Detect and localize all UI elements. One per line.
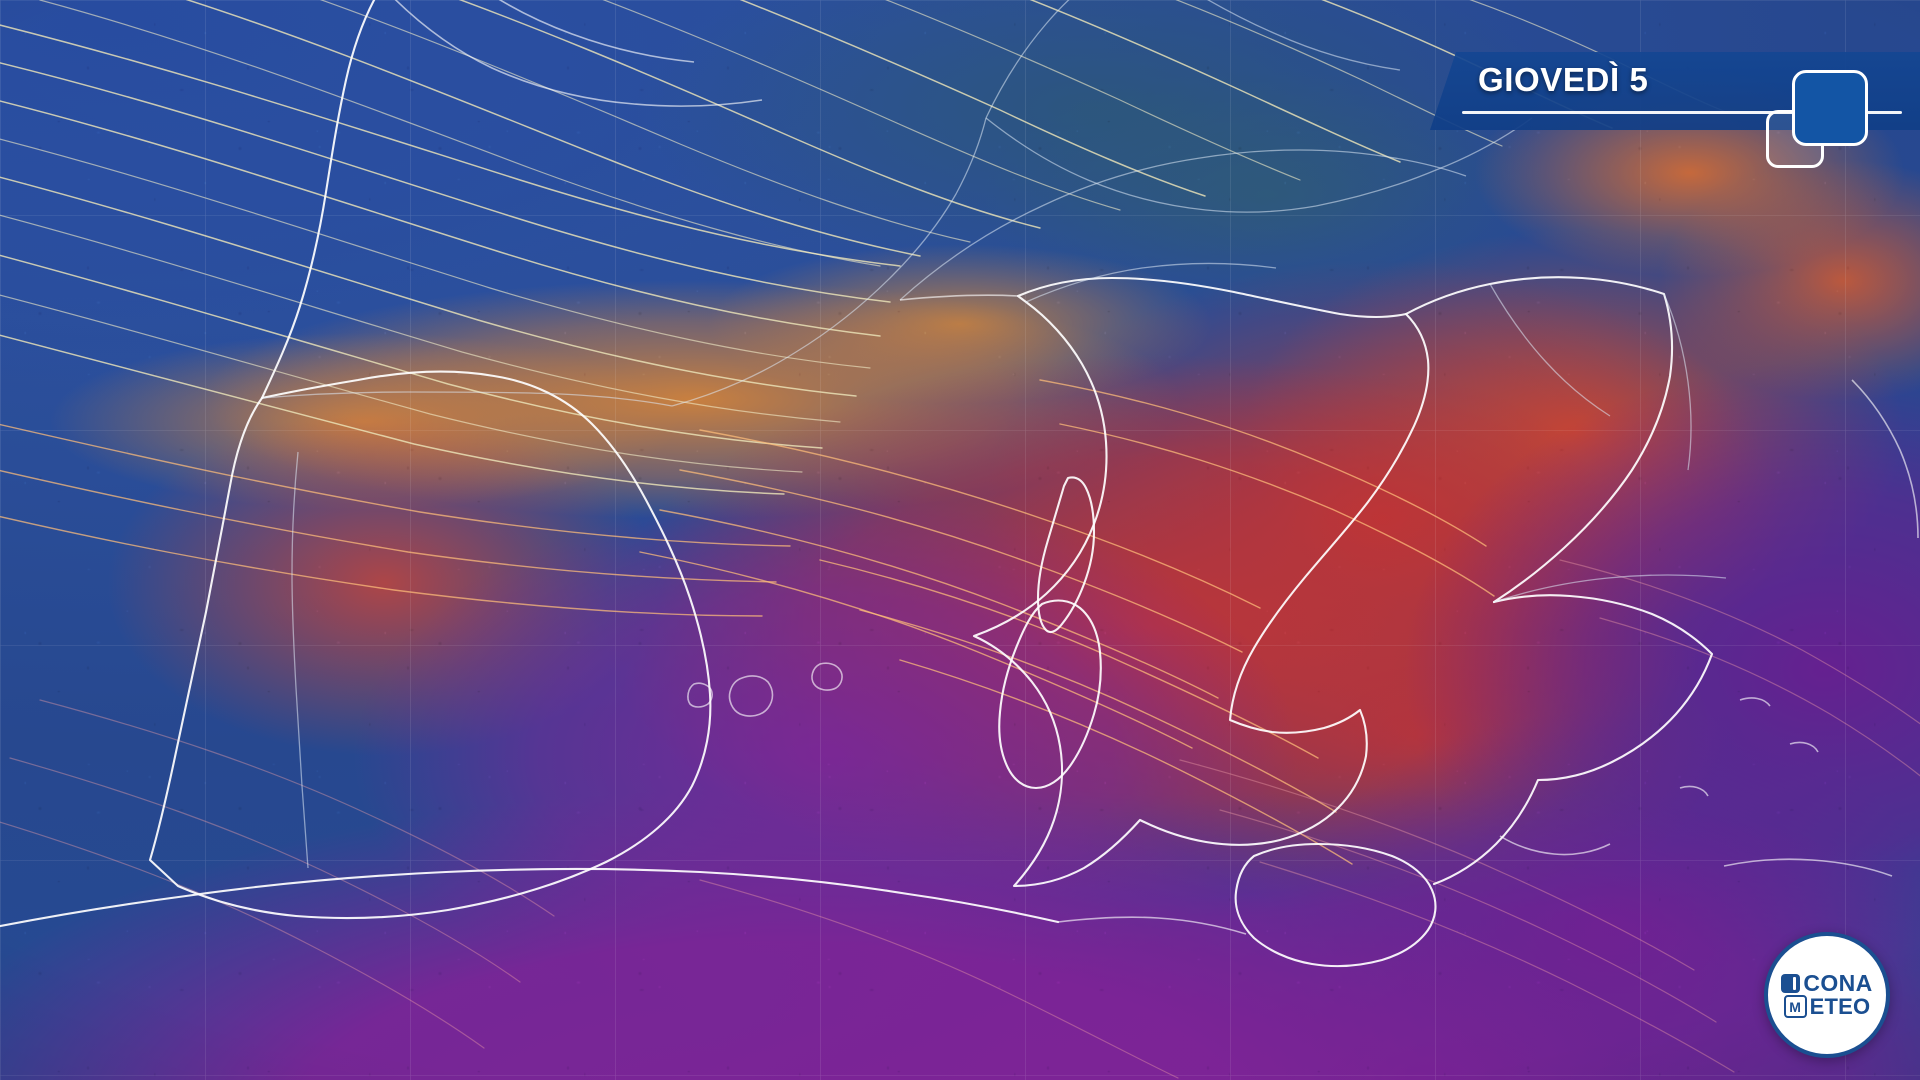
border-austria-hungary bbox=[1315, 117, 1533, 207]
coastline-anatolia bbox=[1851, 379, 1919, 539]
coastline-channel bbox=[498, 0, 695, 63]
logo-mark-i-icon bbox=[1781, 974, 1801, 993]
border-portugal-spain bbox=[291, 451, 309, 869]
logo-line-meteo: M ETEO bbox=[1783, 993, 1871, 1019]
coastline-sicily bbox=[1234, 842, 1437, 968]
coastline-italy bbox=[972, 276, 1430, 888]
coastline-menorca bbox=[811, 662, 843, 691]
border-italy-north bbox=[1025, 262, 1277, 303]
date-label: GIOVEDÌ 5 bbox=[1478, 61, 1649, 98]
coastline-aegean-islands bbox=[1679, 697, 1819, 797]
coastline-sardinia bbox=[998, 599, 1102, 790]
border-spain-france bbox=[261, 391, 673, 407]
coastline-ibiza bbox=[687, 682, 713, 708]
logo-mark-m-icon: M bbox=[1783, 995, 1807, 1018]
coastline-po-valley-north bbox=[899, 294, 1019, 301]
coastline-mallorca bbox=[728, 675, 774, 717]
border-greece-north bbox=[1493, 574, 1727, 603]
coastline-north-africa bbox=[0, 867, 1060, 928]
border-czech bbox=[1206, 0, 1401, 71]
banner-underline-rule bbox=[1462, 111, 1902, 114]
coastline-crete bbox=[1723, 858, 1893, 877]
coastline-tunisia bbox=[1057, 916, 1247, 935]
coastline-iberia bbox=[148, 370, 712, 920]
logo-word-eteo: ETEO bbox=[1809, 993, 1871, 1019]
rounded-square-icon-large[interactable] bbox=[1792, 70, 1868, 146]
coastline-corsica bbox=[1036, 476, 1096, 634]
coastline-greece bbox=[1432, 594, 1714, 886]
coastline-peloponnese bbox=[1499, 835, 1611, 856]
logo-word-cona: CONA bbox=[1803, 970, 1873, 996]
coastline-france-atlantic bbox=[260, 0, 376, 400]
border-france-alps bbox=[671, 117, 987, 407]
border-alps-arc bbox=[899, 149, 1467, 301]
border-swiss bbox=[985, 117, 1317, 213]
border-croatia-bosnia bbox=[1489, 283, 1611, 417]
coastline-balkans-adriatic bbox=[1404, 276, 1674, 604]
icona-meteo-logo[interactable]: CONA M ETEO bbox=[1764, 932, 1890, 1058]
border-germany bbox=[985, 0, 1070, 119]
border-serbia bbox=[1663, 293, 1692, 471]
logo-line-icona: CONA bbox=[1781, 972, 1872, 995]
coastline-brittany bbox=[394, 0, 763, 107]
